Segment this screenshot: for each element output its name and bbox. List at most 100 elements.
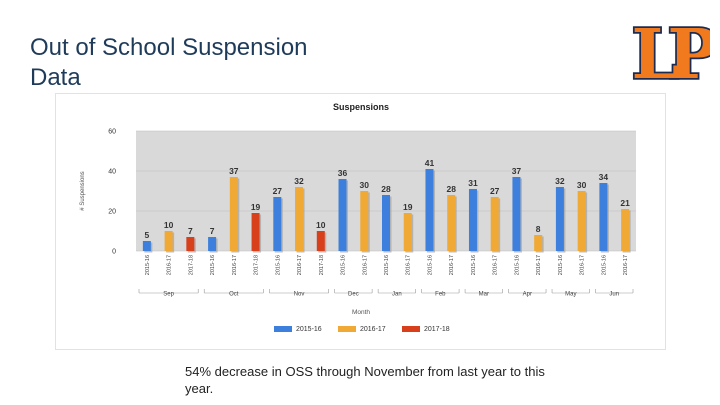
month-group: Sep	[138, 289, 199, 298]
bar-value-label: 34	[599, 172, 609, 182]
bar-group: 34 2015-16	[599, 172, 609, 275]
bar-group: 37 2015-16	[512, 166, 522, 275]
bar	[164, 231, 173, 251]
month-label: May	[565, 292, 576, 298]
bar-value-label: 28	[381, 184, 391, 194]
x-tick-label: 2015-16	[558, 255, 564, 275]
bar-group: 27 2016-17	[490, 186, 501, 275]
month-group: Apr	[508, 289, 547, 298]
bar-value-label: 32	[294, 176, 304, 186]
bar-value-label: 19	[251, 202, 261, 212]
bar-value-label: 41	[425, 158, 435, 168]
bar-value-label: 37	[229, 166, 239, 176]
y-tick-label: 0	[112, 249, 116, 256]
chart-title: Suspensions	[333, 102, 389, 112]
month-label: Dec	[348, 292, 359, 298]
bar-value-label: 7	[188, 226, 193, 236]
bar	[295, 187, 304, 251]
x-tick-label: 2016-17	[623, 255, 629, 275]
legend-swatch	[338, 326, 356, 332]
x-tick-label: 2015-16	[514, 255, 520, 275]
bar-group: 19 2016-17	[403, 202, 414, 275]
month-group: Feb	[421, 289, 460, 298]
slide-title: Out of School Suspension Data	[30, 33, 430, 93]
bar	[555, 187, 564, 251]
x-tick-label: 2015-16	[427, 255, 433, 275]
bar-value-label: 36	[338, 168, 348, 178]
month-group: Dec	[334, 289, 373, 298]
month-label: Mar	[479, 292, 489, 298]
month-label: Oct	[229, 292, 239, 298]
bar	[490, 197, 499, 251]
bar-value-label: 32	[555, 176, 565, 186]
legend-label: 2015-16	[296, 326, 322, 333]
x-tick-label: 2017-18	[254, 255, 260, 275]
bars: 5 2015-16 10 2016-17 7 2017-18 7 2015-16 37 2016-…	[142, 158, 631, 275]
bar	[468, 189, 477, 251]
x-tick-label: 2016-17	[167, 255, 173, 275]
legend: 2015-16 2016-17 2017-18	[274, 326, 450, 333]
month-group: Jan	[377, 289, 416, 298]
bar	[512, 177, 521, 251]
y-tick-label: 20	[108, 209, 116, 216]
y-tick-label: 40	[108, 169, 116, 176]
y-tick-labels: 0 20 40 60	[108, 129, 116, 256]
bar-group: 27 2015-16	[273, 186, 283, 275]
month-group: Jun	[595, 289, 634, 298]
x-tick-label: 2015-16	[145, 255, 151, 275]
bar-group: 30 2016-17	[360, 180, 370, 275]
bar-group: 31 2015-16	[468, 178, 479, 275]
month-groups: Sep Oct Nov Dec Jan Feb Mar Apr May Jun	[138, 289, 634, 298]
bar	[447, 195, 456, 251]
bar-group: 32 2016-17	[294, 176, 305, 275]
bar	[577, 191, 586, 251]
bar	[382, 195, 390, 251]
x-tick-label: 2015-16	[210, 255, 216, 275]
bar	[316, 231, 325, 251]
bar-group: 7 2015-16	[208, 226, 218, 275]
bar	[621, 209, 630, 251]
legend-item: 2015-16	[274, 326, 322, 333]
bar-value-label: 19	[403, 202, 413, 212]
x-tick-label: 2016-17	[406, 255, 412, 275]
x-tick-label: 2015-16	[275, 255, 281, 275]
bar-value-label: 10	[316, 220, 326, 230]
x-tick-label: 2015-16	[471, 255, 477, 275]
bar	[229, 177, 238, 251]
month-label: Feb	[435, 292, 446, 298]
x-tick-label: 2017-18	[188, 255, 194, 275]
x-tick-label: 2016-17	[493, 255, 499, 275]
bar-value-label: 27	[273, 186, 283, 196]
legend-item: 2017-18	[402, 326, 450, 333]
bar-group: 19 2017-18	[251, 202, 262, 275]
bar	[186, 237, 195, 251]
y-axis-label: # Suspensions	[80, 171, 86, 210]
bar-group: 28 2015-16	[381, 184, 392, 275]
month-group: Oct	[203, 289, 264, 298]
bar-value-label: 21	[620, 198, 630, 208]
legend-item: 2016-17	[338, 326, 386, 333]
slide-title-line-2: Data	[30, 64, 81, 91]
bar	[360, 191, 369, 251]
x-tick-label: 2016-17	[580, 255, 586, 275]
bar-value-label: 8	[536, 224, 541, 234]
bar	[534, 235, 543, 251]
bar-group: 37 2016-17	[229, 166, 240, 275]
bar-value-label: 31	[468, 178, 478, 188]
month-label: Sep	[163, 292, 174, 298]
bar-value-label: 10	[164, 220, 174, 230]
x-tick-label: 2016-17	[232, 255, 238, 275]
bar-value-label: 27	[490, 186, 500, 196]
bar-group: 5 2015-16	[142, 230, 153, 275]
x-tick-label: 2016-17	[536, 255, 542, 275]
bar-value-label: 28	[446, 184, 456, 194]
bar-value-label: 5	[145, 230, 150, 240]
bar-value-label: 30	[360, 180, 370, 190]
x-tick-label: 2016-17	[362, 255, 368, 275]
legend-label: 2016-17	[360, 326, 386, 333]
x-tick-label: 2015-16	[341, 255, 347, 275]
bar-value-label: 37	[512, 166, 522, 176]
bar-group: 28 2016-17	[446, 184, 457, 275]
month-label: Jan	[392, 292, 402, 298]
chart-svg: Suspensions 0 20 40 60 # Suspensions 5 2015-…	[80, 102, 636, 333]
